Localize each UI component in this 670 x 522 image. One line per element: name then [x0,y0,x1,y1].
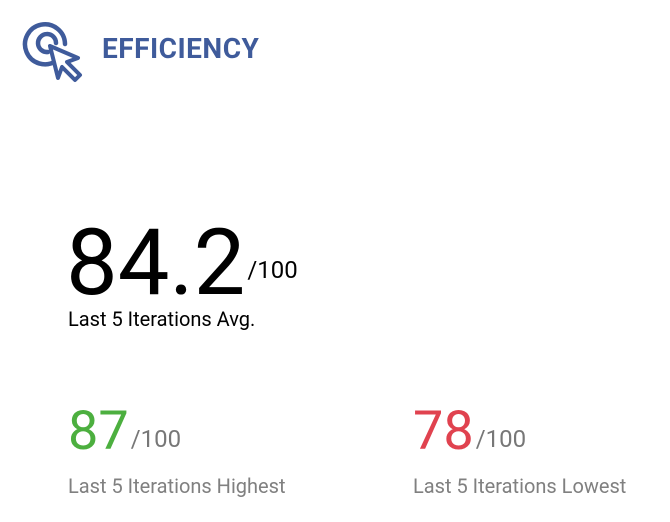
efficiency-icon [22,22,82,82]
average-label: Last 5 Iterations Avg. [68,307,256,331]
stat-value: 78 [413,400,474,463]
stat-label: Last 5 Iterations Highest [68,474,286,498]
stat-suffix: /100 [475,425,527,453]
stat-suffix: /100 [130,425,182,453]
stat-value: 87 [68,400,129,463]
stat-label: Last 5 Iterations Lowest [413,474,627,498]
average-suffix: /100 [247,256,298,284]
average-value: 84.2 [66,210,246,317]
card-title: EFFICIENCY [102,32,260,65]
